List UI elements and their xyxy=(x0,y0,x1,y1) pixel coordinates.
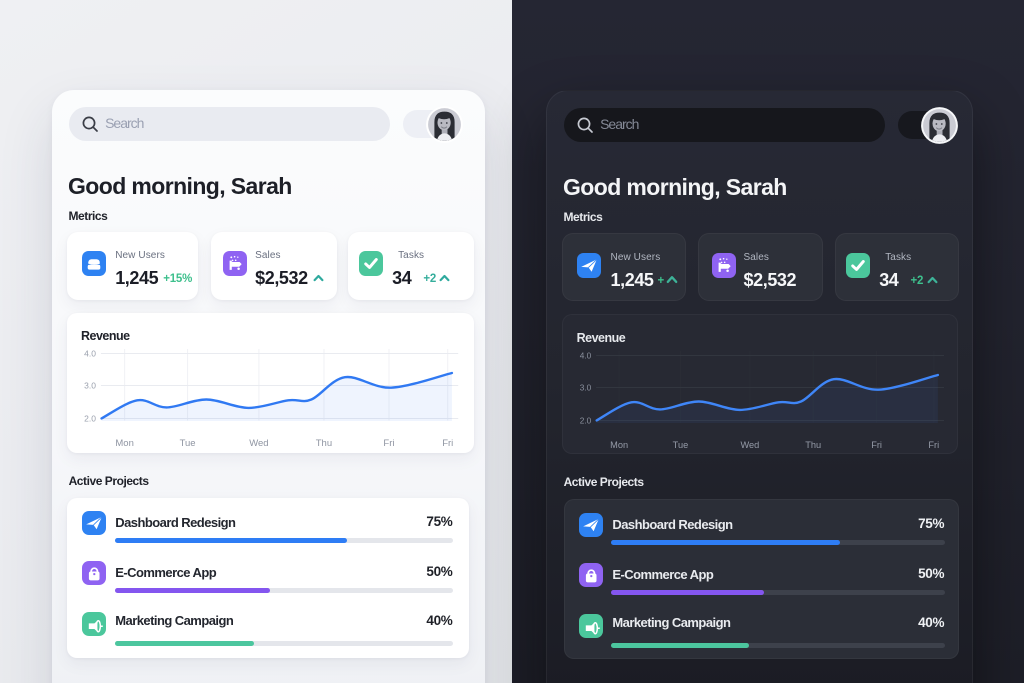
svg-text:Thu: Thu xyxy=(316,438,332,449)
svg-text:Wed: Wed xyxy=(741,440,760,450)
svg-text:4.0: 4.0 xyxy=(580,350,592,360)
svg-text:Thu: Thu xyxy=(805,440,821,450)
svg-text:3.0: 3.0 xyxy=(85,380,97,390)
svg-text:Fri: Fri xyxy=(443,438,454,449)
svg-text:Tue: Tue xyxy=(673,440,689,450)
svg-text:Wed: Wed xyxy=(250,438,269,449)
svg-text:Mon: Mon xyxy=(116,438,134,449)
svg-text:Fri: Fri xyxy=(871,440,882,450)
svg-text:2.0: 2.0 xyxy=(85,413,97,423)
svg-text:Fri: Fri xyxy=(384,438,395,449)
svg-text:2.0: 2.0 xyxy=(580,415,592,425)
svg-text:Tue: Tue xyxy=(180,438,196,449)
svg-text:Fri: Fri xyxy=(928,440,939,450)
svg-text:4.0: 4.0 xyxy=(85,348,97,358)
svg-text:3.0: 3.0 xyxy=(580,382,592,392)
svg-text:Mon: Mon xyxy=(610,440,628,450)
